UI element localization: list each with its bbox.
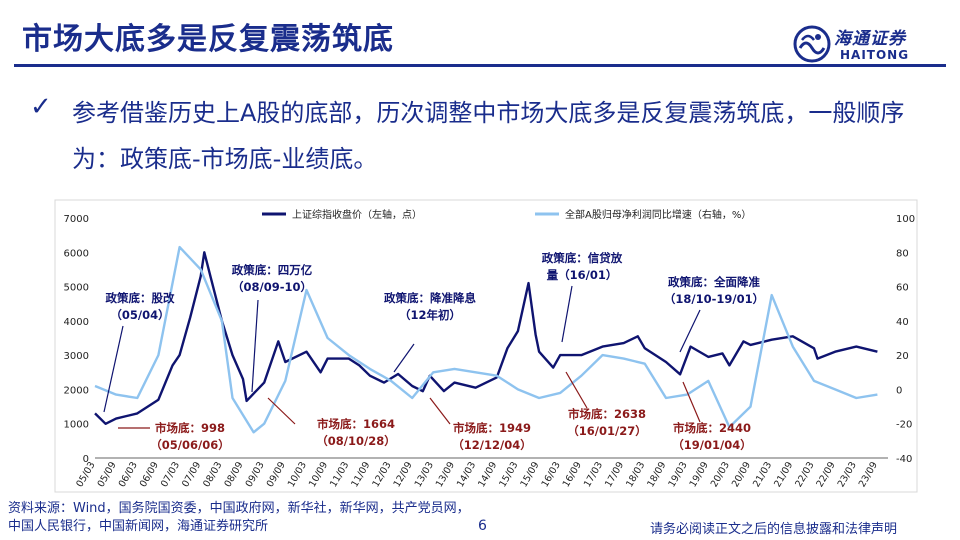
annotation-title: 政策底：降准降息 [384, 291, 476, 305]
annotation-arrow [103, 325, 124, 413]
annotation-arrow [565, 371, 588, 409]
y-left-tick-label: 7000 [64, 214, 89, 225]
y-right-tick-label: 0 [896, 385, 902, 396]
annotation-arrow [267, 397, 296, 425]
annotation-date: （12年初） [399, 308, 461, 322]
annotation-title: 政策底：信贷放 [542, 251, 623, 265]
annotation-title: 政策底：四万亿 [232, 263, 313, 277]
annotation-date: （12/12/04） [452, 438, 531, 452]
logo-english-name: HAITONG [840, 48, 910, 62]
y-right-tick-label: -40 [896, 454, 912, 465]
y-right-tick-label: 20 [896, 351, 909, 362]
title-divider [14, 64, 946, 67]
annotation-title: 市场底：2440 [673, 421, 751, 435]
annotation-date: （18/10-19/01） [664, 292, 764, 306]
logo-chinese-name: 海通证券 [834, 29, 906, 49]
annotation-date: （19/01/04） [672, 438, 751, 452]
series-line-profit-growth [94, 245, 878, 434]
chart-frame [54, 199, 918, 493]
page-title: 市场大底多是反复震荡筑底 [22, 22, 394, 57]
annotation-date: （05/04） [110, 308, 169, 322]
y-right-tick-label: 60 [896, 283, 909, 294]
y-left-tick-label: 1000 [64, 420, 89, 431]
y-right-tick-label: 40 [896, 317, 909, 328]
y-left-tick-label: 6000 [64, 248, 89, 259]
annotation-title: 政策底：股改 [106, 291, 175, 305]
y-left-tick-label: 5000 [64, 283, 89, 294]
annotation-arrow [429, 397, 451, 425]
y-left-tick-label: 3000 [64, 351, 89, 362]
disclaimer: 请务必阅读正文之后的信息披露和法律声明 [650, 522, 898, 537]
series-line-index [94, 251, 878, 425]
annotation-arrow [251, 299, 259, 393]
y-right-tick-label: 100 [896, 214, 915, 225]
annotation-title: 市场底：2638 [568, 407, 646, 421]
annotation-arrow [679, 309, 701, 353]
annotation-date: （05/06/06） [150, 438, 229, 452]
annotation-title: 市场底：1949 [453, 421, 531, 435]
annotation-title: 市场底：998 [155, 421, 225, 435]
source-note: 资料来源：Wind，国务院国资委，中国政府网，新华社，新华网，共产党员网，中国人… [8, 501, 470, 534]
y-right-tick-label: -20 [896, 420, 912, 431]
annotation-title: 政策底：全面降准 [668, 275, 760, 289]
haitong-emblem-icon [793, 25, 831, 63]
page-number: 6 [478, 518, 487, 534]
annotation-date: （08/10/28） [316, 434, 395, 448]
y-left-tick-label: 2000 [64, 385, 89, 396]
annotation-date: 量（16/01） [547, 268, 618, 282]
annotation-date: （16/01/27） [567, 424, 646, 438]
y-right-tick-label: 80 [896, 248, 909, 259]
legend-label: 全部A股归母净利润同比增速（右轴，%） [565, 208, 751, 221]
company-logo: 海通证券 HAITONG [792, 24, 942, 66]
legend-label: 上证综指收盘价（左轴，点） [292, 208, 422, 221]
annotation-arrow [561, 285, 573, 343]
annotation-date: （08/09-10） [232, 280, 312, 294]
annotation-title: 市场底：1664 [317, 417, 395, 431]
checkmark-icon: ✓ [30, 92, 52, 122]
bullet-text: 参考借鉴历史上A股的底部，历次调整中市场大底多是反复震荡筑底，一般顺序为：政策底… [72, 99, 905, 173]
annotation-arrow [682, 381, 701, 423]
y-left-tick-label: 0 [83, 454, 89, 465]
annotation-arrow [393, 343, 415, 373]
y-left-tick-label: 4000 [64, 317, 89, 328]
